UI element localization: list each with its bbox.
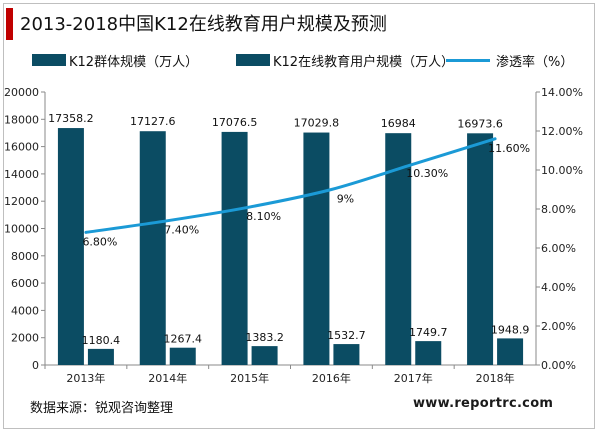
x-tick-label: 2013年 bbox=[66, 371, 105, 385]
data-label-k12-online-users: 1948.9 bbox=[491, 323, 530, 336]
data-label-k12-population: 17358.2 bbox=[48, 112, 94, 125]
y-left-tick-label: 12000 bbox=[4, 195, 39, 208]
bar-k12-online-users bbox=[333, 344, 360, 365]
y-right-tick-label: 12.00% bbox=[541, 125, 583, 138]
chart-title: 2013-2018中国K12在线教育用户规模及预测 bbox=[20, 14, 387, 35]
y-left-tick-label: 20000 bbox=[4, 86, 39, 99]
data-label-penetration-rate: 8.10% bbox=[246, 210, 281, 223]
bar-k12-online-users bbox=[169, 347, 196, 365]
bar-k12-population bbox=[221, 131, 248, 365]
y-right-tick-label: 4.00% bbox=[541, 281, 576, 294]
legend-item-penetration-rate: 渗透率（%） bbox=[446, 52, 574, 70]
data-label-penetration-rate: 10.30% bbox=[406, 167, 448, 180]
y-left-tick-label: 6000 bbox=[11, 277, 39, 290]
bar-k12-online-users bbox=[415, 341, 442, 365]
legend-swatch-k12-online-users bbox=[236, 54, 270, 66]
data-label-k12-population: 17076.5 bbox=[212, 116, 258, 129]
data-label-k12-online-users: 1180.4 bbox=[82, 334, 121, 347]
legend-swatch-k12-population bbox=[32, 54, 66, 66]
data-source-note: 数据来源：锐观咨询整理 bbox=[30, 401, 174, 416]
x-tick-label: 2015年 bbox=[230, 371, 269, 385]
y-left-tick-label: 18000 bbox=[4, 113, 39, 126]
bar-k12-online-users bbox=[87, 348, 114, 365]
y-left-tick-label: 14000 bbox=[4, 168, 39, 181]
legend-item-k12-online-users: K12在线教育用户规模（万人） bbox=[236, 52, 455, 70]
bar-k12-population bbox=[303, 132, 330, 365]
x-tick-label: 2017年 bbox=[394, 371, 433, 385]
y-right-tick-label: 2.00% bbox=[541, 320, 576, 333]
y-right-tick-label: 0.00% bbox=[541, 359, 576, 372]
y-right-tick-label: 6.00% bbox=[541, 242, 576, 255]
y-right-tick-label: 14.00% bbox=[541, 86, 583, 99]
legend-label-k12-population: K12群体规模（万人） bbox=[69, 54, 199, 70]
data-label-k12-online-users: 1749.7 bbox=[409, 326, 448, 339]
data-label-k12-online-users: 1532.7 bbox=[327, 329, 366, 342]
legend-label-penetration-rate: 渗透率（%） bbox=[496, 54, 574, 70]
x-tick-label: 2018年 bbox=[476, 371, 515, 385]
data-label-penetration-rate: 9% bbox=[337, 193, 354, 206]
legend-line-penetration-rate bbox=[446, 58, 490, 62]
y-left-tick-label: 0 bbox=[32, 359, 39, 372]
data-label-k12-population: 16973.6 bbox=[457, 117, 503, 130]
data-label-k12-population: 17029.8 bbox=[294, 117, 340, 130]
y-left-tick-label: 2000 bbox=[11, 332, 39, 345]
bar-k12-population bbox=[139, 131, 166, 365]
data-label-penetration-rate: 11.60% bbox=[488, 142, 530, 155]
data-label-k12-online-users: 1383.2 bbox=[245, 331, 284, 344]
legend-label-k12-online-users: K12在线教育用户规模（万人） bbox=[273, 54, 455, 70]
y-left-tick-label: 4000 bbox=[11, 304, 39, 317]
data-label-penetration-rate: 6.80% bbox=[82, 235, 117, 248]
y-left-tick-label: 16000 bbox=[4, 141, 39, 154]
bar-k12-population bbox=[57, 128, 84, 365]
legend-item-k12-population: K12群体规模（万人） bbox=[32, 52, 199, 70]
bar-k12-population bbox=[467, 133, 494, 365]
data-label-k12-online-users: 1267.4 bbox=[164, 333, 203, 346]
x-tick-label: 2014年 bbox=[148, 371, 187, 385]
bar-k12-online-users bbox=[251, 346, 278, 365]
x-tick-label: 2016年 bbox=[312, 371, 351, 385]
y-left-tick-label: 8000 bbox=[11, 250, 39, 263]
website-url: www.reportrc.com bbox=[413, 396, 554, 411]
data-label-penetration-rate: 7.40% bbox=[164, 224, 199, 237]
data-label-k12-population: 16984 bbox=[381, 117, 416, 130]
line-penetration-rate bbox=[84, 137, 497, 234]
bar-k12-online-users bbox=[497, 338, 524, 365]
data-label-k12-population: 17127.6 bbox=[130, 115, 176, 128]
y-right-tick-label: 8.00% bbox=[541, 203, 576, 216]
y-left-tick-label: 10000 bbox=[4, 223, 39, 236]
title-accent-bar bbox=[6, 8, 13, 40]
y-right-tick-label: 10.00% bbox=[541, 164, 583, 177]
